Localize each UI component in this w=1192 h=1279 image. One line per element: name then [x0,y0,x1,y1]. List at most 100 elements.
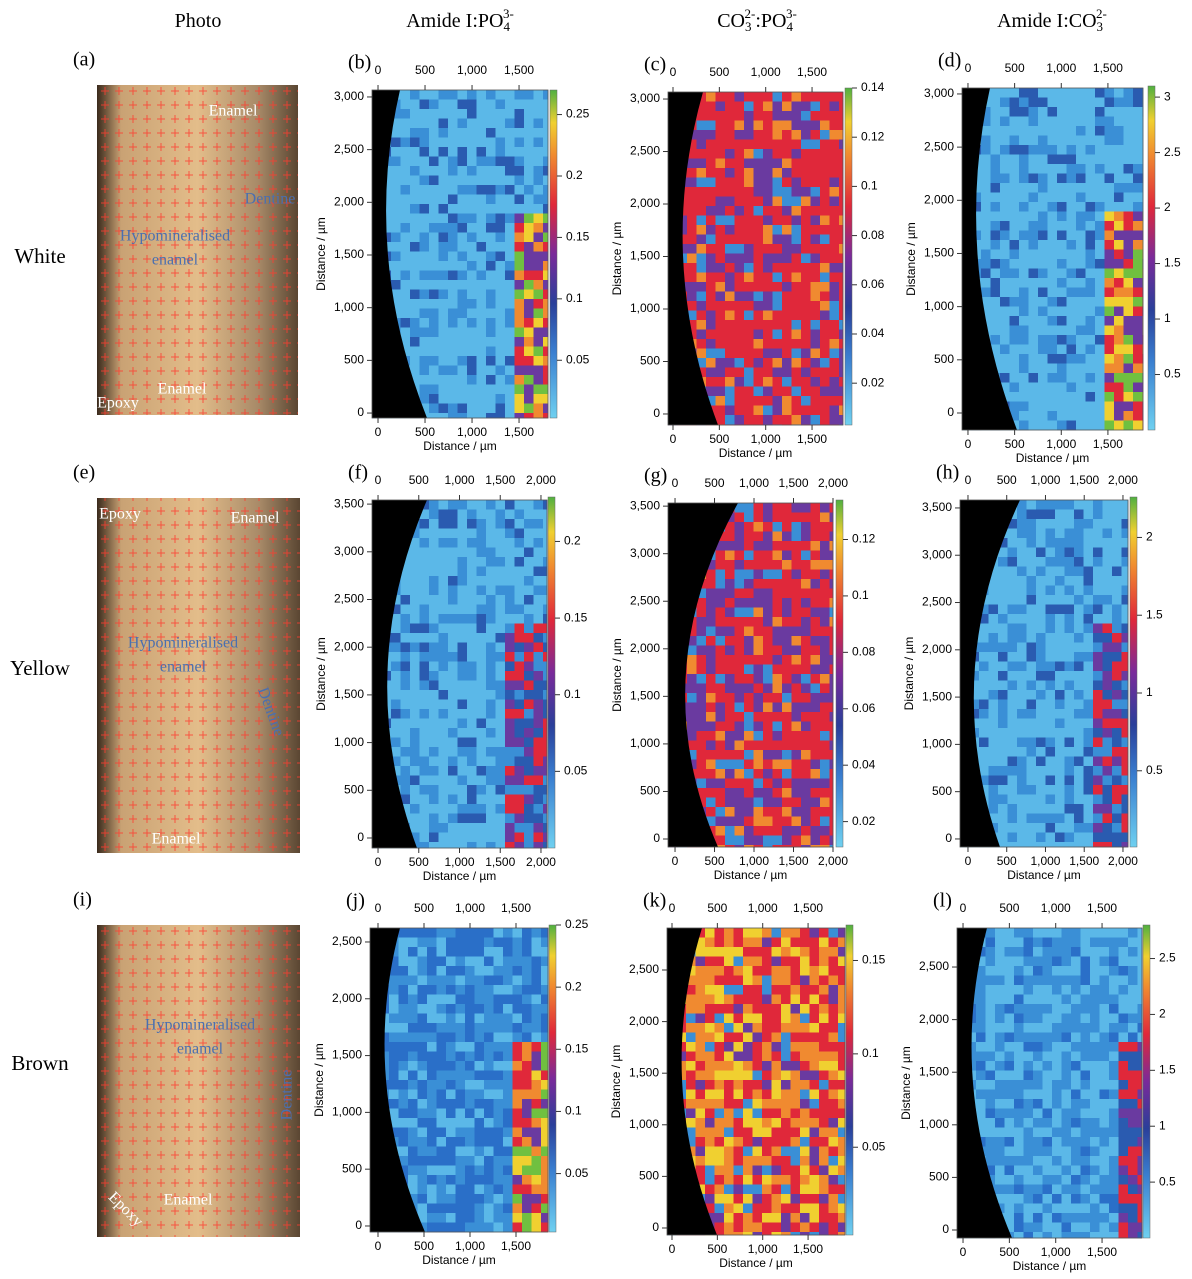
heatmap-cell [419,394,430,404]
heatmap-cell [696,617,707,627]
heatmap-cell [429,557,439,567]
heatmap-cell [524,413,534,419]
heatmap-cell [486,337,496,347]
heatmap-cell [744,168,754,178]
heatmap-cell [772,291,783,302]
heatmap-cell [410,299,420,309]
heatmap-cell [495,185,506,195]
heatmap-cell [725,386,735,397]
heatmap-cell [457,813,468,824]
heatmap-cell [772,196,783,207]
x-tick-label-top: 2,000 [526,473,556,487]
heatmap-cell [1026,832,1037,843]
x-tick-label: 500 [997,854,1017,868]
heatmap-cell [1121,775,1129,786]
heatmap-cell [417,1013,428,1024]
heatmap-cell [438,280,449,290]
heatmap-cell [998,576,1008,586]
header-part: 3 [745,19,752,34]
y-tick-label: 1,000 [922,737,952,751]
heatmap-cell [998,718,1008,729]
heatmap-cell [988,737,999,748]
heatmap-cell [495,794,506,805]
heatmap-cell [438,709,449,719]
heatmap-cell [436,1194,447,1204]
heatmap-cell [801,234,811,245]
heatmap-cell [1083,718,1094,729]
heatmap-cell [484,1118,494,1128]
heatmap-cell [1009,354,1020,364]
heatmap-cell [438,823,449,833]
heatmap-cell [981,126,991,136]
heatmap-cell [522,1070,532,1081]
heatmap-cell [782,177,792,188]
heatmap-cell [763,750,773,760]
heatmap-cell [782,617,792,627]
heatmap-cell [801,712,811,722]
heatmap-cell [1000,287,1010,298]
heatmap-cell [457,680,468,691]
heatmap-cell [1083,842,1094,848]
heatmap-cell [1112,519,1122,529]
heatmap-cell [438,147,449,157]
heatmap-cell [1121,566,1129,577]
heatmap-cell [1074,528,1084,539]
heatmap-cell [1017,614,1027,624]
heatmap-cell [715,377,726,387]
x-tick-label-top: 500 [997,473,1017,487]
heatmap-cell [696,177,707,188]
heatmap-cell [417,1146,428,1157]
heatmap-cell [476,842,487,849]
heatmap-cell [791,329,802,340]
heatmap-cell [772,607,783,618]
heatmap-cell [782,196,792,207]
heatmap-cell [533,737,544,748]
heatmap-cell [400,595,411,605]
heatmap-cell [391,147,401,157]
heatmap-cell [476,232,487,243]
heatmap-cell [791,367,802,378]
heatmap-cell [505,384,515,395]
heatmap-cell [782,348,792,359]
heatmap-cell [820,168,830,178]
heatmap-cell [744,272,754,283]
heatmap-cell [1009,154,1020,165]
heatmap-cell [782,788,792,798]
heatmap-cell [438,775,449,786]
heatmap-cell [1095,202,1105,212]
heatmap-cell [801,244,811,254]
heatmap-cell [810,674,821,684]
heatmap-cell [772,826,783,836]
heatmap-cell [772,92,783,102]
heatmap-cell [687,263,697,273]
heatmap-cell [715,778,726,789]
heatmap-cell [1083,671,1094,681]
heatmap-cell [1036,775,1046,786]
heatmap-cell [1047,420,1058,431]
heatmap-cell [503,1137,513,1147]
heatmap-cell [990,202,1001,212]
heatmap-cell [1000,278,1010,288]
heatmap-cell [687,626,697,637]
heatmap-cell [533,728,544,738]
heatmap-cell [763,168,773,178]
heatmap-cell [533,204,544,214]
heatmap-cell [734,588,745,599]
heatmap-cell [734,206,745,216]
heatmap-cell [533,785,544,795]
panel-letter: (f) [348,462,368,484]
heatmap-cell [839,244,844,254]
heatmap-cell [476,213,487,224]
heatmap-cell [1085,382,1096,393]
heatmap-cell [1083,728,1094,738]
heatmap-cell [1133,325,1143,336]
heatmap-cell [801,120,811,131]
heatmap-cell [427,985,437,995]
heatmap-cell [791,512,802,523]
heatmap-cell [476,633,487,643]
heatmap-cell [725,797,735,808]
heatmap-cell [829,130,840,140]
heatmap-cell [1083,500,1094,510]
heatmap-cell [1047,401,1058,412]
heatmap-cell [514,270,525,281]
